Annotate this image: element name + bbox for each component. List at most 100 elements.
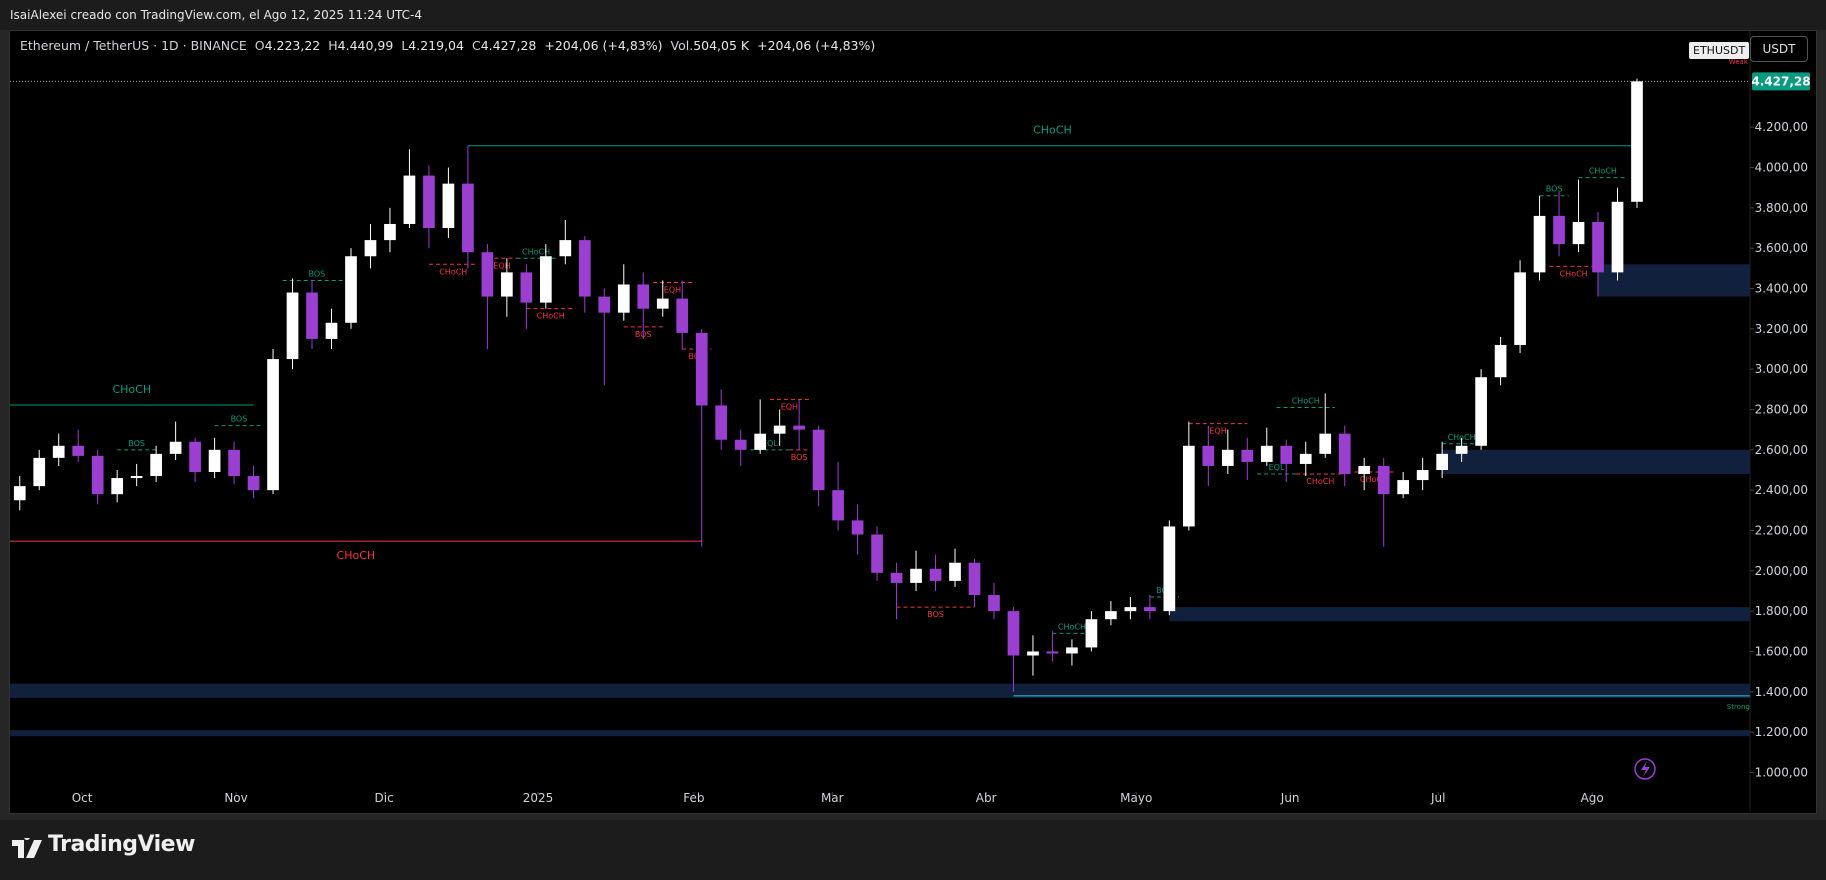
- structure-label: BOS: [1546, 185, 1563, 194]
- x-tick-label: Mayo: [1120, 791, 1152, 805]
- candle-body: [384, 223, 396, 241]
- candle-body: [1280, 445, 1293, 464]
- change: +204,06 (+4,83%): [757, 38, 876, 53]
- y-tick-label: 3.000,00: [1755, 362, 1808, 376]
- candle-body: [1202, 445, 1215, 466]
- candle-body: [423, 175, 435, 229]
- structure-label: CHoCH: [1360, 475, 1388, 484]
- candle-body: [676, 298, 689, 333]
- ohlc-key: C: [471, 38, 481, 53]
- candle-body: [773, 425, 786, 434]
- candle-body: [481, 252, 494, 297]
- candle-body: [871, 534, 883, 573]
- y-tick-label: 1.000,00: [1755, 765, 1808, 779]
- candle-body: [1046, 651, 1059, 654]
- candle-body: [364, 240, 377, 257]
- structure-label: CHoCH: [1448, 433, 1476, 442]
- axes-layer: 1.000,00 1.200,00 1.400,00 1.600,00 1.800,00…: [72, 72, 1811, 805]
- candle-body: [286, 292, 299, 360]
- candle-body: [910, 568, 922, 583]
- candle-body: [13, 486, 26, 501]
- change: +204,06 (+4,83%): [544, 38, 663, 53]
- symbol: Ethereum / TetherUS · 1D · BINANCE: [20, 38, 247, 53]
- candle-body: [306, 292, 318, 339]
- candle-body: [637, 284, 650, 309]
- structure-label: CHoCH: [1292, 396, 1320, 405]
- candle-body: [715, 405, 728, 440]
- volume: Vol.504,05 K: [671, 38, 750, 53]
- x-tick-label: Feb: [683, 791, 704, 805]
- x-tick-label: Oct: [72, 791, 93, 805]
- x-tick-label: Nov: [224, 791, 247, 805]
- candle-body: [1358, 465, 1371, 475]
- candle-body: [578, 240, 591, 297]
- ohlc-key: L: [401, 38, 409, 53]
- structure-label: CHoCH: [112, 383, 151, 396]
- brand-logo: [12, 838, 42, 858]
- candle-body: [1182, 445, 1195, 527]
- candle-body: [1494, 344, 1507, 378]
- candle-body: [1085, 619, 1098, 648]
- y-tick-label: 1.600,00: [1755, 644, 1808, 658]
- candle-body: [1319, 433, 1332, 454]
- structure-label: CHoCH: [537, 312, 565, 321]
- candle-body: [890, 572, 903, 583]
- y-tick-label: 2.800,00: [1755, 402, 1808, 416]
- candle-body: [793, 425, 805, 430]
- candle-body: [968, 562, 981, 596]
- currency-button[interactable]: USDT: [1750, 36, 1808, 62]
- candle-body: [130, 476, 143, 479]
- brand: TradingView: [48, 832, 195, 857]
- candle-body: [33, 457, 46, 487]
- candle-body: [1241, 449, 1254, 462]
- structure-label: BOS: [128, 439, 145, 448]
- candle-body: [656, 298, 669, 309]
- y-tick-label: 1.200,00: [1755, 725, 1808, 739]
- y-tick-label: 1.400,00: [1755, 685, 1808, 699]
- y-tick-label: 2.400,00: [1755, 483, 1808, 497]
- candle-body: [539, 256, 552, 303]
- candle-body: [734, 439, 747, 450]
- candle-body: [695, 332, 708, 406]
- candle-body: [91, 455, 104, 495]
- structure-label: EQL: [1269, 463, 1285, 472]
- y-tick-label: 3.600,00: [1755, 241, 1808, 255]
- candle-body: [1572, 221, 1585, 245]
- candle-body: [617, 284, 630, 313]
- candle-body: [1144, 607, 1156, 612]
- candle-body: [247, 476, 260, 491]
- candle-body: [1416, 469, 1429, 481]
- order-block: [1169, 607, 1750, 622]
- structure-label: CHoCH: [522, 247, 550, 256]
- candle-body: [1338, 433, 1351, 475]
- ohlc-low: L4.219,04: [401, 38, 464, 53]
- structure-label: EQH: [493, 261, 510, 270]
- candle-body: [111, 478, 124, 495]
- candle-body: [1533, 215, 1546, 273]
- order-block: [1442, 449, 1750, 475]
- chart-panel: [9, 30, 1817, 814]
- candle-body: [325, 322, 338, 339]
- x-tick-label: Ago: [1581, 791, 1604, 805]
- candle-body: [949, 562, 961, 581]
- attribution: IsaiAlexei creado con TradingView.com, e…: [10, 8, 422, 22]
- candle-body: [442, 183, 455, 229]
- symbol-button[interactable]: ETHUSDT: [1689, 42, 1750, 59]
- y-tick-label: 2.200,00: [1755, 523, 1808, 537]
- last-price-tag: [1752, 72, 1810, 91]
- candle-body: [462, 183, 474, 253]
- x-tick-label: Mar: [821, 791, 844, 805]
- structure-label: BOS: [927, 610, 944, 619]
- ohlc-value: 4.440,99: [337, 38, 394, 53]
- candle-body: [267, 359, 279, 491]
- x-tick-label: 2025: [523, 791, 554, 805]
- candle-body: [1631, 81, 1643, 202]
- y-tick-label: 2.600,00: [1755, 443, 1808, 457]
- alert-icon[interactable]: [1634, 758, 1656, 780]
- annotation: Strong: [1727, 703, 1750, 711]
- candle-body: [812, 429, 825, 491]
- candle-body: [1221, 449, 1234, 466]
- candle-body: [72, 445, 85, 456]
- y-tick-label: 3.800,00: [1755, 201, 1808, 215]
